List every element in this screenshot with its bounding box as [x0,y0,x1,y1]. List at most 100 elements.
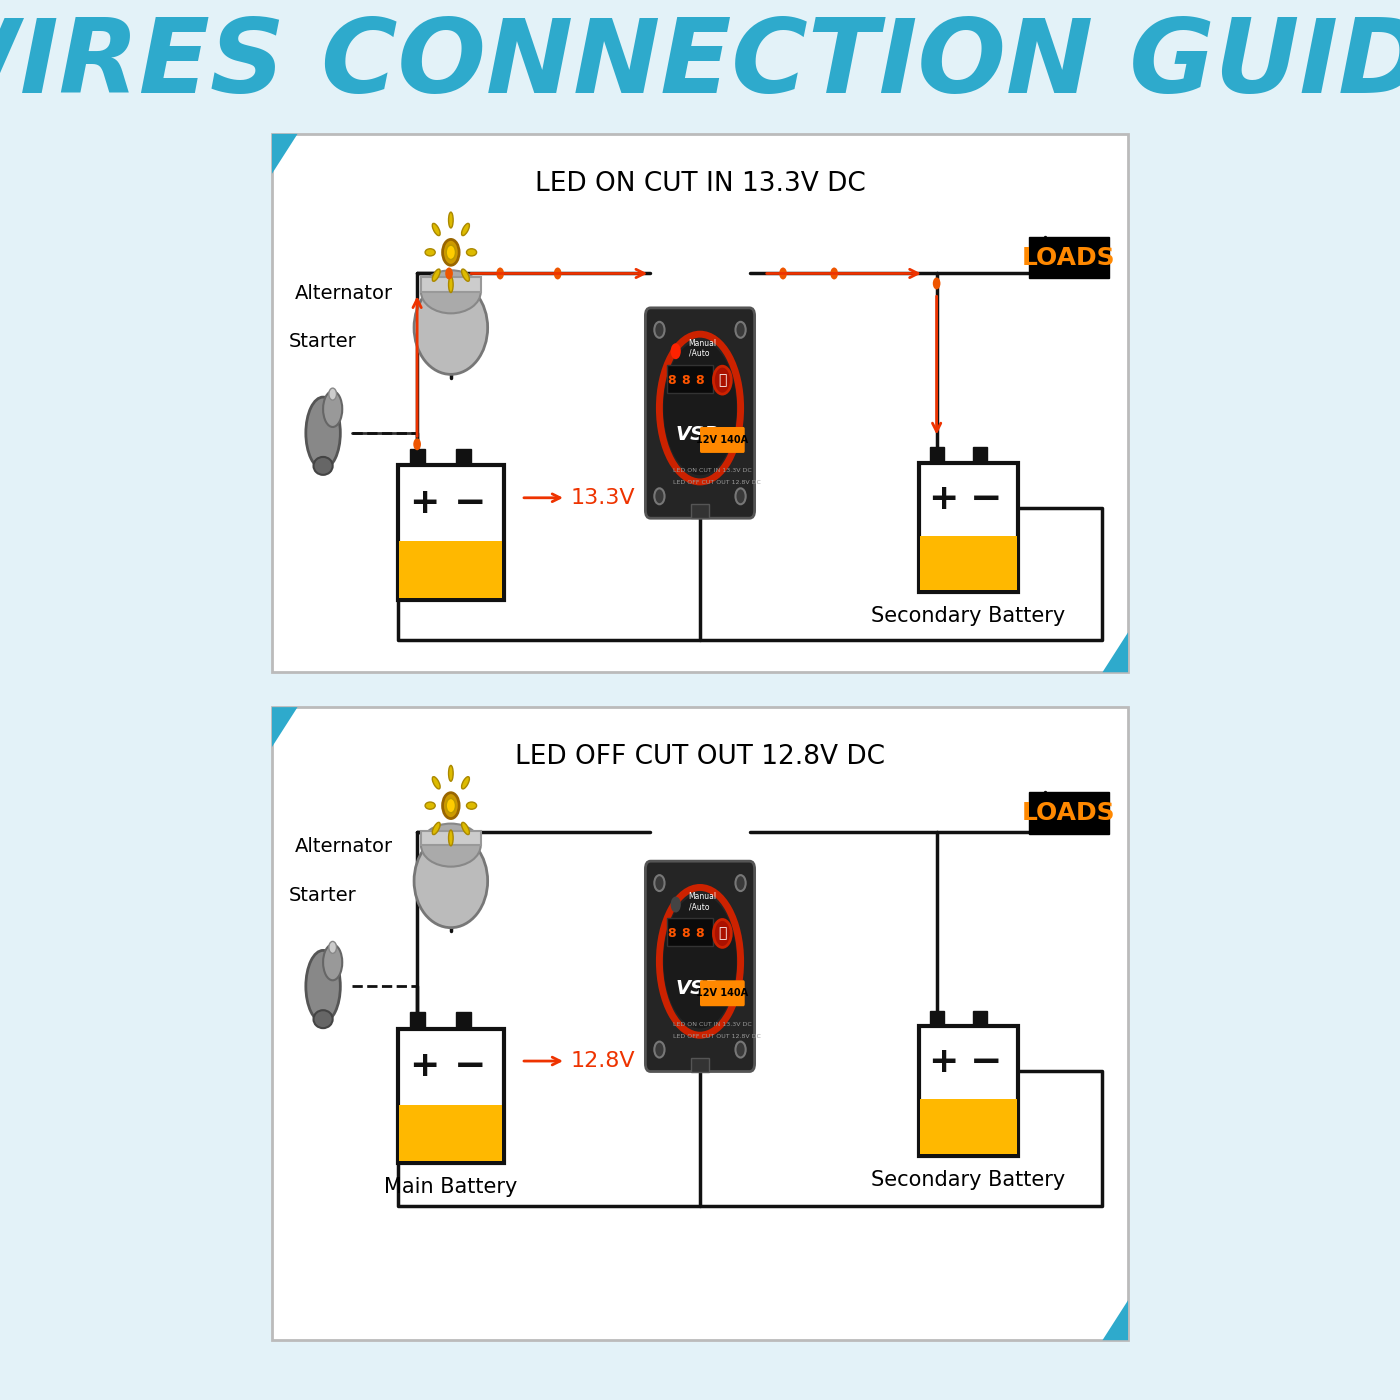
Circle shape [735,489,746,504]
Text: LED ON CUT IN 13.3V DC: LED ON CUT IN 13.3V DC [673,1022,752,1026]
Ellipse shape [305,951,340,1022]
FancyBboxPatch shape [920,536,1016,591]
Ellipse shape [462,777,469,790]
Text: +: + [928,1046,959,1079]
FancyBboxPatch shape [410,449,424,465]
FancyBboxPatch shape [666,365,713,393]
Circle shape [714,367,731,393]
Text: 8: 8 [682,374,690,386]
Polygon shape [272,707,298,748]
FancyBboxPatch shape [918,463,1018,592]
Text: ⏻: ⏻ [718,374,727,388]
FancyBboxPatch shape [700,980,745,1007]
Circle shape [329,941,336,953]
Text: 8: 8 [696,374,704,386]
Circle shape [442,792,459,819]
Text: 12.8V: 12.8V [571,1051,636,1071]
FancyBboxPatch shape [398,1029,504,1163]
Text: 8: 8 [668,927,676,939]
Text: +: + [928,482,959,517]
FancyBboxPatch shape [398,465,504,601]
Text: 8: 8 [682,927,690,939]
Ellipse shape [664,342,736,475]
FancyBboxPatch shape [399,1105,503,1161]
Ellipse shape [414,281,487,374]
FancyBboxPatch shape [973,448,987,463]
Text: 12V 140A: 12V 140A [696,988,749,998]
Ellipse shape [462,269,469,281]
Text: Secondary Battery: Secondary Battery [871,606,1065,626]
Circle shape [413,438,421,451]
Circle shape [447,798,455,813]
Circle shape [735,875,746,890]
FancyBboxPatch shape [700,427,745,454]
Ellipse shape [426,249,435,256]
Text: Alternator: Alternator [295,284,393,302]
Circle shape [780,267,787,280]
Ellipse shape [433,822,440,834]
FancyBboxPatch shape [692,1057,708,1071]
FancyBboxPatch shape [645,861,755,1071]
FancyBboxPatch shape [272,134,1128,672]
FancyBboxPatch shape [973,1011,987,1026]
Text: VSR: VSR [676,979,720,998]
Circle shape [735,1042,746,1057]
Circle shape [714,920,731,948]
Ellipse shape [466,249,476,256]
FancyBboxPatch shape [456,449,470,465]
Ellipse shape [664,895,736,1029]
Ellipse shape [305,398,340,469]
Text: Starter: Starter [290,886,357,904]
Ellipse shape [433,224,440,235]
Text: +: + [409,1050,440,1084]
Ellipse shape [448,213,454,228]
Text: 13.3V: 13.3V [571,487,636,508]
Circle shape [830,267,839,280]
Text: LOADS: LOADS [1022,245,1116,270]
Text: LOADS: LOADS [1022,801,1116,825]
FancyBboxPatch shape [272,707,1128,1340]
Circle shape [445,267,452,280]
Circle shape [654,489,665,504]
Ellipse shape [448,766,454,781]
Text: LED ON CUT IN 13.3V DC: LED ON CUT IN 13.3V DC [535,171,865,197]
Text: ⏻: ⏻ [718,927,727,941]
Text: 12V 140A: 12V 140A [696,435,749,445]
Circle shape [447,245,455,259]
Ellipse shape [448,830,454,846]
Circle shape [671,896,680,913]
Ellipse shape [433,269,440,281]
Text: VSR: VSR [676,426,720,444]
Text: LED OFF CUT OUT 12.8V DC: LED OFF CUT OUT 12.8V DC [673,1033,762,1039]
Text: −: − [454,1047,486,1085]
Ellipse shape [323,945,342,980]
FancyBboxPatch shape [920,1099,1016,1154]
Circle shape [735,322,746,337]
Circle shape [554,267,561,280]
Text: 8: 8 [696,927,704,939]
Text: −: − [970,1043,1002,1081]
Text: +: + [409,486,440,519]
FancyBboxPatch shape [666,918,713,946]
Text: −: − [454,484,486,522]
Text: Alternator: Alternator [295,837,393,857]
Ellipse shape [421,823,480,867]
Ellipse shape [314,456,333,475]
Circle shape [497,267,504,280]
FancyBboxPatch shape [399,542,503,598]
Circle shape [654,1042,665,1057]
Text: Main Battery: Main Battery [384,1177,518,1197]
FancyBboxPatch shape [692,504,708,518]
FancyBboxPatch shape [1029,237,1109,279]
Ellipse shape [426,802,435,809]
Circle shape [932,277,941,290]
Ellipse shape [466,802,476,809]
Text: Manual
/Auto: Manual /Auto [689,892,717,911]
Polygon shape [1102,633,1128,672]
Text: LED OFF CUT OUT 12.8V DC: LED OFF CUT OUT 12.8V DC [515,743,885,770]
FancyBboxPatch shape [930,448,944,463]
FancyBboxPatch shape [930,1011,944,1026]
Ellipse shape [421,270,480,314]
Circle shape [442,239,459,265]
Ellipse shape [414,834,487,928]
